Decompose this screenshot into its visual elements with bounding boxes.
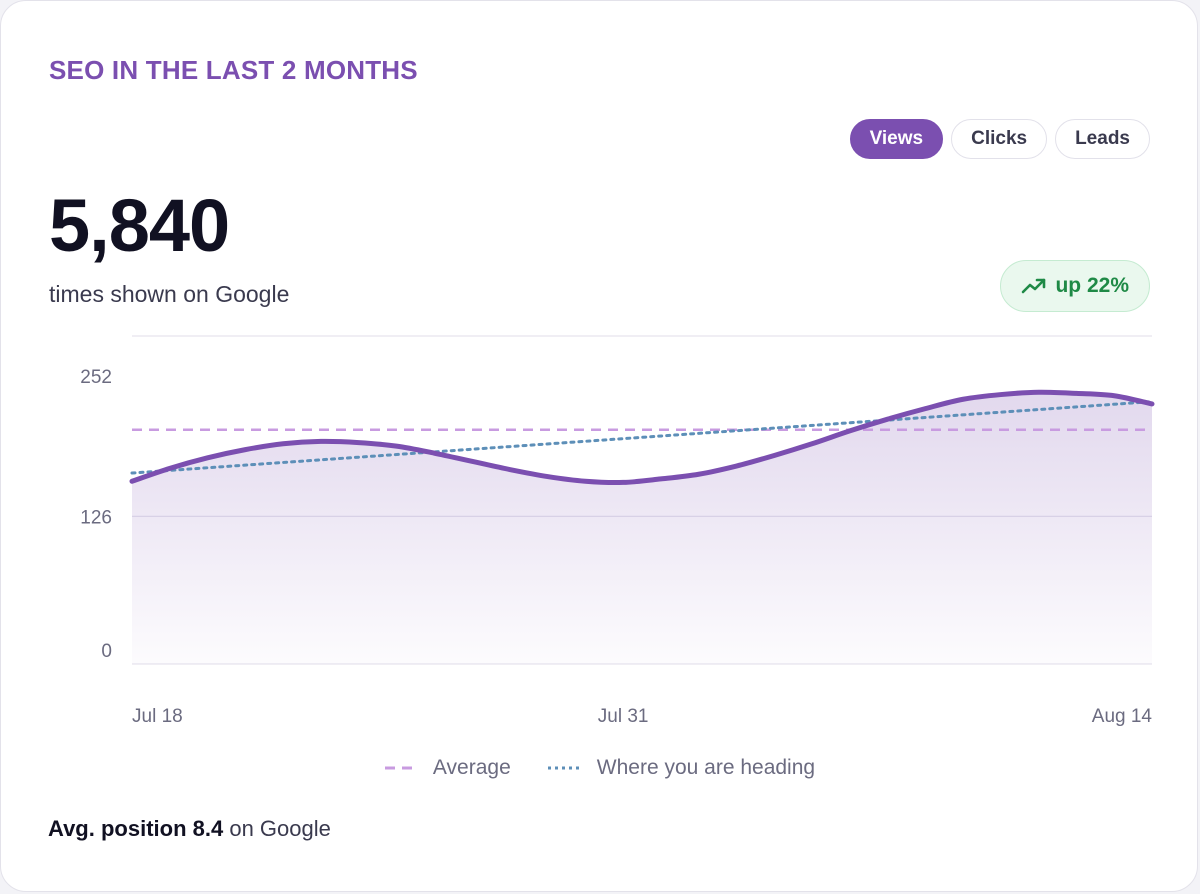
views-line xyxy=(129,389,1155,486)
legend-average: Average xyxy=(384,756,511,780)
x-tick-label: Aug 14 xyxy=(1092,706,1153,727)
card-title: SEO IN THE LAST 2 MONTHS xyxy=(49,55,418,85)
dotted-line-icon xyxy=(547,766,583,770)
avg-position: Avg. position 8.4 on Google xyxy=(48,816,331,842)
total-caption: times shown on Google xyxy=(49,281,290,307)
trending-up-icon xyxy=(1021,277,1047,295)
dashed-line-icon xyxy=(384,766,419,770)
tab-clicks[interactable]: Clicks xyxy=(951,119,1048,159)
x-tick-label: Jul 31 xyxy=(598,706,649,727)
tab-views[interactable]: Views xyxy=(849,119,944,159)
total-value: 5,840 xyxy=(49,184,230,267)
metric-tabs: Views Clicks Leads xyxy=(849,119,1150,159)
trend-label: up 22% xyxy=(1055,274,1129,297)
y-tick-label: 252 xyxy=(80,367,112,388)
x-tick-label: Jul 18 xyxy=(132,706,183,727)
tab-leads[interactable]: Leads xyxy=(1055,119,1150,159)
y-tick-label: 0 xyxy=(101,641,112,662)
views-area xyxy=(132,392,1152,664)
legend-average-label: Average xyxy=(432,756,511,779)
chart-legend: Average Where you are heading xyxy=(0,756,1200,780)
y-tick-label: 126 xyxy=(80,507,112,528)
legend-heading-label: Where you are heading xyxy=(596,756,816,779)
trend-line xyxy=(130,400,1154,475)
legend-heading: Where you are heading xyxy=(547,756,815,780)
avg-position-value: Avg. position 8.4 xyxy=(48,816,224,841)
avg-position-suffix: on Google xyxy=(229,816,331,841)
trend-badge: up 22% xyxy=(1000,260,1150,312)
